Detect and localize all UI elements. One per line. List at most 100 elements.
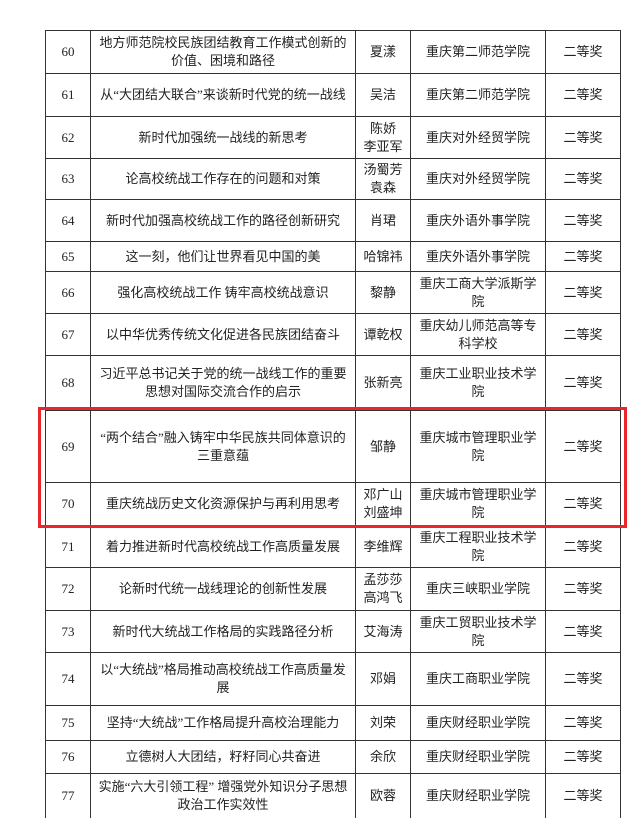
table-row: 72 论新时代统一战线理论的创新性发展 孟莎莎 高鸿飞 重庆三峡职业学院 二等奖: [45, 567, 621, 611]
row-number: 61: [45, 73, 91, 117]
paper-title: 这一刻，他们让世界看见中国的美: [90, 241, 356, 272]
award: 二等奖: [545, 241, 621, 272]
row-number: 68: [45, 355, 91, 411]
institution: 重庆财经职业学院: [410, 705, 546, 741]
row-number: 67: [45, 313, 91, 356]
award: 二等奖: [545, 158, 621, 200]
award: 二等奖: [545, 271, 621, 314]
table-row: 66 强化高校统战工作 铸牢高校统战意识 黎静 重庆工商大学派斯学院 二等奖: [45, 271, 621, 314]
institution: 重庆幼儿师范高等专科学校: [410, 313, 546, 356]
award: 二等奖: [545, 705, 621, 741]
award: 二等奖: [545, 773, 621, 818]
table-row: 73 新时代大统战工作格局的实践路径分析 艾海涛 重庆工贸职业技术学院 二等奖: [45, 610, 621, 653]
institution: 重庆第二师范学院: [410, 30, 546, 74]
table-row: 77 实施“六大引领工程” 增强党外知识分子思想政治工作实效性 欧蓉 重庆财经职业学院…: [45, 773, 621, 818]
institution: 重庆外语外事学院: [410, 241, 546, 272]
paper-title: 论高校统战工作存在的问题和对策: [90, 158, 356, 200]
author: 夏漾: [355, 30, 411, 74]
institution: 重庆工贸职业技术学院: [410, 610, 546, 653]
row-number: 66: [45, 271, 91, 314]
award: 二等奖: [545, 30, 621, 74]
award: 二等奖: [545, 410, 621, 483]
row-number: 73: [45, 610, 91, 653]
row-number: 65: [45, 241, 91, 272]
institution: 重庆工商大学派斯学院: [410, 271, 546, 314]
row-number: 77: [45, 773, 91, 818]
paper-title: 习近平总书记关于党的统一战线工作的重要思想对国际交流合作的启示: [90, 355, 356, 411]
table-row: 68 习近平总书记关于党的统一战线工作的重要思想对国际交流合作的启示 张新亮 重庆工业…: [45, 355, 621, 411]
table-row: 71 着力推进新时代高校统战工作高质量发展 李维辉 重庆工程职业技术学院 二等奖: [45, 525, 621, 568]
institution: 重庆对外经贸学院: [410, 116, 546, 159]
paper-title: 以“大统战”格局推动高校统战工作高质量发展: [90, 652, 356, 706]
paper-title: “两个结合”融入铸牢中华民族共同体意识的三重意蕴: [90, 410, 356, 483]
institution: 重庆城市管理职业学院: [410, 410, 546, 483]
paper-title: 以中华优秀传统文化促进各民族团结奋斗: [90, 313, 356, 356]
author: 肖珺: [355, 199, 411, 242]
paper-title: 新时代加强统一战线的新思考: [90, 116, 356, 159]
author: 艾海涛: [355, 610, 411, 653]
award: 二等奖: [545, 652, 621, 706]
award: 二等奖: [545, 355, 621, 411]
table-row: 61 从“大团结大联合”来谈新时代党的统一战线 吴洁 重庆第二师范学院 二等奖: [45, 73, 621, 117]
row-number: 62: [45, 116, 91, 159]
institution: 重庆工业职业技术学院: [410, 355, 546, 411]
author: 吴洁: [355, 73, 411, 117]
row-number: 76: [45, 740, 91, 774]
paper-title: 论新时代统一战线理论的创新性发展: [90, 567, 356, 611]
author: 陈娇 李亚军: [355, 116, 411, 159]
row-number: 69: [45, 410, 91, 483]
author: 欧蓉: [355, 773, 411, 818]
row-number: 74: [45, 652, 91, 706]
author: 谭乾权: [355, 313, 411, 356]
author: 孟莎莎 高鸿飞: [355, 567, 411, 611]
institution: 重庆财经职业学院: [410, 740, 546, 774]
award-table: 60 地方师范院校民族团结教育工作模式创新的价值、困境和路径 夏漾 重庆第二师范学院二…: [45, 30, 621, 818]
table-row: 65 这一刻，他们让世界看见中国的美 哈锦祎 重庆外语外事学院 二等奖: [45, 241, 621, 272]
award: 二等奖: [545, 116, 621, 159]
row-number: 75: [45, 705, 91, 741]
row-number: 64: [45, 199, 91, 242]
author: 哈锦祎: [355, 241, 411, 272]
table-row: 63 论高校统战工作存在的问题和对策 汤蜀芳 袁森 重庆对外经贸学院 二等奖: [45, 158, 621, 200]
paper-title: 着力推进新时代高校统战工作高质量发展: [90, 525, 356, 568]
institution: 重庆三峡职业学院: [410, 567, 546, 611]
paper-title: 实施“六大引领工程” 增强党外知识分子思想政治工作实效性: [90, 773, 356, 818]
paper-title: 重庆统战历史文化资源保护与再利用思考: [90, 482, 356, 526]
row-number: 71: [45, 525, 91, 568]
award: 二等奖: [545, 610, 621, 653]
row-number: 63: [45, 158, 91, 200]
institution: 重庆第二师范学院: [410, 73, 546, 117]
table-row: 62 新时代加强统一战线的新思考 陈娇 李亚军 重庆对外经贸学院 二等奖: [45, 116, 621, 159]
institution: 重庆财经职业学院: [410, 773, 546, 818]
table-row: 67 以中华优秀传统文化促进各民族团结奋斗 谭乾权 重庆幼儿师范高等专科学校 二等奖: [45, 313, 621, 356]
award: 二等奖: [545, 313, 621, 356]
paper-title: 强化高校统战工作 铸牢高校统战意识: [90, 271, 356, 314]
paper-title: 地方师范院校民族团结教育工作模式创新的价值、困境和路径: [90, 30, 356, 74]
paper-title: 新时代加强高校统战工作的路径创新研究: [90, 199, 356, 242]
author: 刘荣: [355, 705, 411, 741]
paper-title: 新时代大统战工作格局的实践路径分析: [90, 610, 356, 653]
row-number: 60: [45, 30, 91, 74]
table-row: 64 新时代加强高校统战工作的路径创新研究 肖珺 重庆外语外事学院 二等奖: [45, 199, 621, 242]
author: 张新亮: [355, 355, 411, 411]
table-row: 75 坚持“大统战”工作格局提升高校治理能力 刘荣 重庆财经职业学院 二等奖: [45, 705, 621, 741]
institution: 重庆对外经贸学院: [410, 158, 546, 200]
author: 邓娟: [355, 652, 411, 706]
author: 汤蜀芳 袁森: [355, 158, 411, 200]
paper-title: 坚持“大统战”工作格局提升高校治理能力: [90, 705, 356, 741]
table-row: 74 以“大统战”格局推动高校统战工作高质量发展 邓娟 重庆工商职业学院 二等奖: [45, 652, 621, 706]
award: 二等奖: [545, 740, 621, 774]
award: 二等奖: [545, 567, 621, 611]
award: 二等奖: [545, 199, 621, 242]
institution: 重庆工商职业学院: [410, 652, 546, 706]
paper-title: 立德树人大团结，籽籽同心共奋进: [90, 740, 356, 774]
award: 二等奖: [545, 525, 621, 568]
author: 邓广山 刘盛坤: [355, 482, 411, 526]
author: 余欣: [355, 740, 411, 774]
paper-title: 从“大团结大联合”来谈新时代党的统一战线: [90, 73, 356, 117]
row-number: 72: [45, 567, 91, 611]
highlight-box: [38, 407, 627, 528]
author: 李维辉: [355, 525, 411, 568]
institution: 重庆外语外事学院: [410, 199, 546, 242]
